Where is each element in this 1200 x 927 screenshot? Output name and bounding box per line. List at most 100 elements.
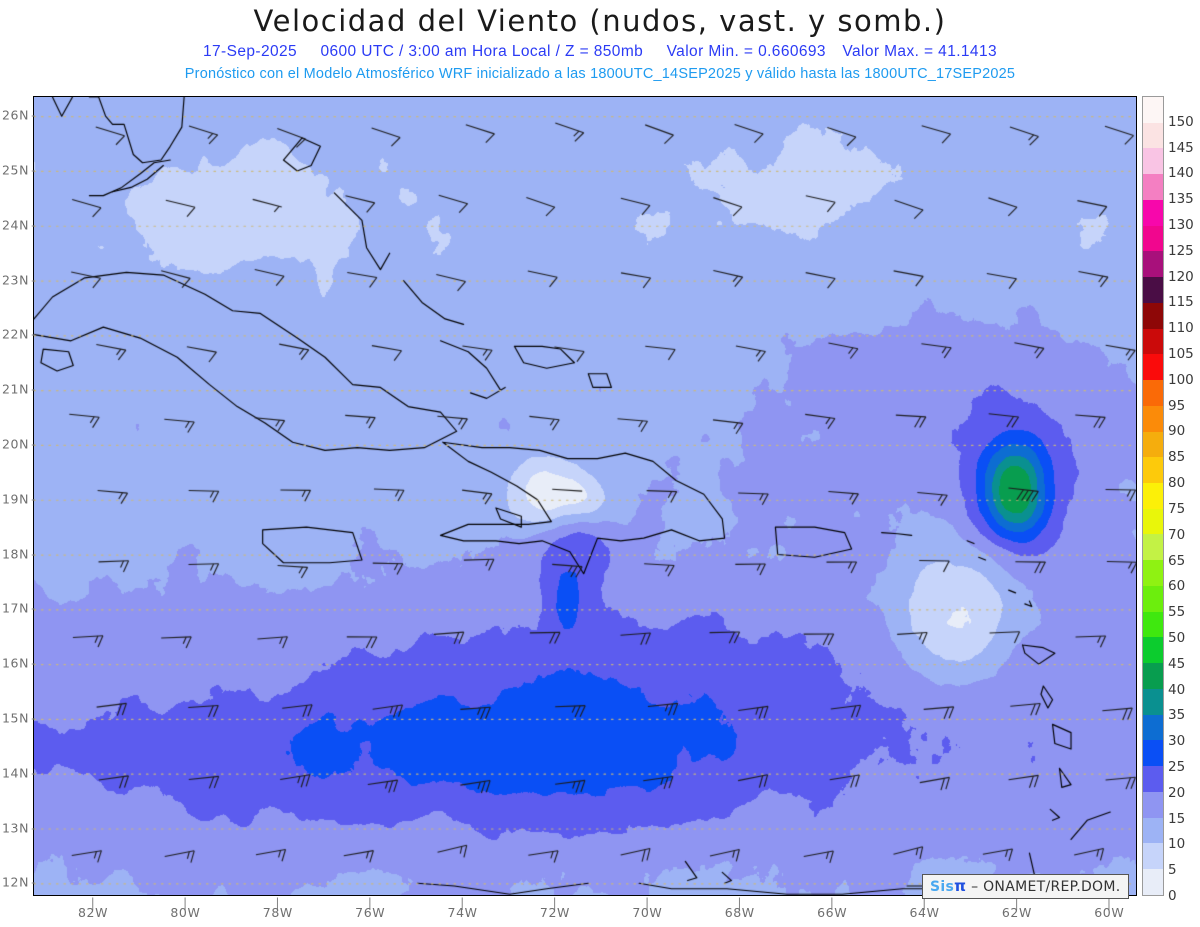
lat-tick-14N: 14N - (2, 765, 37, 781)
lat-tick-26N: 26N - (2, 107, 37, 123)
colorbar-band-85 (1143, 431, 1163, 458)
colorbar-label-90: 90 (1168, 423, 1186, 440)
pi-icon: π (954, 877, 967, 895)
colorbar-label-150: 150 (1168, 113, 1194, 130)
lat-tick-13N: 13N - (2, 820, 37, 835)
colorbar-band-35 (1143, 688, 1163, 715)
colorbar-label-140: 140 (1168, 165, 1194, 182)
colorbar (1142, 96, 1164, 896)
lon-tick-72W: | 72W (539, 895, 571, 920)
lat-tick-25N: 25N - (2, 162, 37, 178)
credit-sis-text: Sis (930, 879, 955, 895)
lat-tick-21N: 21N - (2, 381, 37, 397)
colorbar-label-55: 55 (1168, 604, 1186, 621)
colorbar-band-55 (1143, 585, 1163, 612)
colorbar-label-35: 35 (1168, 707, 1186, 724)
colorbar-label-85: 85 (1168, 449, 1186, 466)
lat-tick-18N: 18N - (2, 546, 37, 562)
lon-tick-68W: | 68W (724, 895, 755, 920)
lon-tick-70W: | 70W (632, 895, 663, 920)
colorbar-band-10 (1143, 817, 1163, 844)
lat-tick-17N: 17N - (2, 600, 37, 616)
colorbar-label-30: 30 (1168, 733, 1186, 750)
colorbar-label-65: 65 (1168, 552, 1186, 569)
lat-tick-12N: 12N - (2, 874, 37, 890)
colorbar-band-50 (1143, 611, 1163, 638)
cycle-level-info: 0600 UTC / 3:00 am Hora Local / Z = 850m… (320, 43, 644, 60)
lat-tick-19N: 19N - (2, 491, 37, 507)
colorbar-band-80 (1143, 457, 1163, 484)
lat-tick-23N: 23N - (2, 272, 37, 288)
colorbar-band-120 (1143, 251, 1163, 278)
colorbar-band-75 (1143, 483, 1163, 509)
credit-badge: Sisπ – ONAMET/REP.DOM. (922, 874, 1129, 899)
colorbar-band-125 (1143, 225, 1163, 252)
lon-tick-64W: | 64W (909, 895, 940, 920)
colorbar-band-20 (1143, 766, 1163, 792)
lon-tick-60W: | 60W (1094, 895, 1125, 920)
colorbar-band-105 (1143, 328, 1163, 355)
colorbar-band-140 (1143, 148, 1163, 175)
colorbar-label-135: 135 (1168, 191, 1194, 208)
lat-tick-20N: 20N - (2, 436, 37, 452)
colorbar-label-80: 80 (1168, 475, 1186, 492)
colorbar-label-95: 95 (1168, 397, 1186, 414)
colorbar-label-15: 15 (1168, 810, 1186, 827)
wind-speed-shading (34, 97, 1136, 895)
model-init-line: Pronóstico con el Modelo Atmosférico WRF… (184, 66, 1016, 82)
colorbar-label-145: 145 (1168, 139, 1194, 156)
valid-date: 17-Sep-2025 (203, 43, 298, 60)
colorbar-band-5 (1143, 843, 1163, 870)
colorbar-label-125: 125 (1168, 242, 1194, 259)
colorbar-band-70 (1143, 508, 1163, 535)
lat-tick-15N: 15N - (2, 710, 37, 726)
colorbar-label-115: 115 (1168, 294, 1194, 311)
page-title: Velocidad del Viento (nudos, vast. y som… (253, 4, 947, 38)
lon-tick-80W: | 80W (170, 895, 201, 920)
credit-agency-text: – ONAMET/REP.DOM. (971, 879, 1121, 895)
lat-tick-22N: 22N - (2, 326, 37, 342)
colorbar-band-145 (1143, 122, 1163, 149)
colorbar-band-60 (1143, 560, 1163, 586)
colorbar-band-65 (1143, 534, 1163, 561)
lat-tick-16N: 16N - (2, 655, 37, 671)
colorbar-band-110 (1143, 302, 1163, 329)
lon-tick-74W: | 74W (447, 895, 478, 920)
forecast-metadata-line: 17-Sep-2025 0600 UTC / 3:00 am Hora Loca… (0, 43, 1200, 61)
colorbar-band-100 (1143, 354, 1163, 381)
lon-tick-66W: | 66W (817, 895, 848, 920)
colorbar-band-150 (1143, 97, 1163, 123)
lon-tick-62W: | 62W (1001, 895, 1032, 920)
colorbar-band-25 (1143, 740, 1163, 767)
colorbar-label-60: 60 (1168, 578, 1186, 595)
colorbar-label-5: 5 (1168, 862, 1177, 879)
colorbar-label-10: 10 (1168, 836, 1186, 853)
colorbar-label-105: 105 (1168, 346, 1194, 363)
colorbar-label-100: 100 (1168, 371, 1194, 388)
colorbar-label-25: 25 (1168, 758, 1186, 775)
colorbar-label-45: 45 (1168, 655, 1186, 672)
colorbar-band-45 (1143, 637, 1163, 664)
colorbar-band-95 (1143, 380, 1163, 406)
colorbar-label-20: 20 (1168, 784, 1186, 801)
map-plot-area (33, 96, 1137, 896)
lon-tick-76W: | 76W (355, 895, 386, 920)
value-max-label: Valor Max. = 41.1413 (842, 43, 997, 60)
colorbar-band-0 (1143, 869, 1163, 895)
colorbar-band-15 (1143, 791, 1163, 818)
colorbar-band-135 (1143, 174, 1163, 200)
colorbar-label-75: 75 (1168, 500, 1186, 517)
colorbar-label-0: 0 (1168, 888, 1177, 904)
value-min-label: Valor Min. = 0.660693 (666, 43, 826, 60)
lat-tick-24N: 24N - (2, 217, 37, 233)
colorbar-label-110: 110 (1168, 320, 1194, 337)
colorbar-label-70: 70 (1168, 526, 1186, 543)
colorbar-label-50: 50 (1168, 629, 1186, 646)
colorbar-tick-labels: 150 145 140 135 130 125 120 115 110 105 100 95 90 85 8… (1168, 96, 1200, 904)
colorbar-label-130: 130 (1168, 217, 1194, 234)
colorbar-band-30 (1143, 714, 1163, 741)
colorbar-band-130 (1143, 199, 1163, 226)
lon-tick-78W: | 78W (262, 895, 293, 920)
